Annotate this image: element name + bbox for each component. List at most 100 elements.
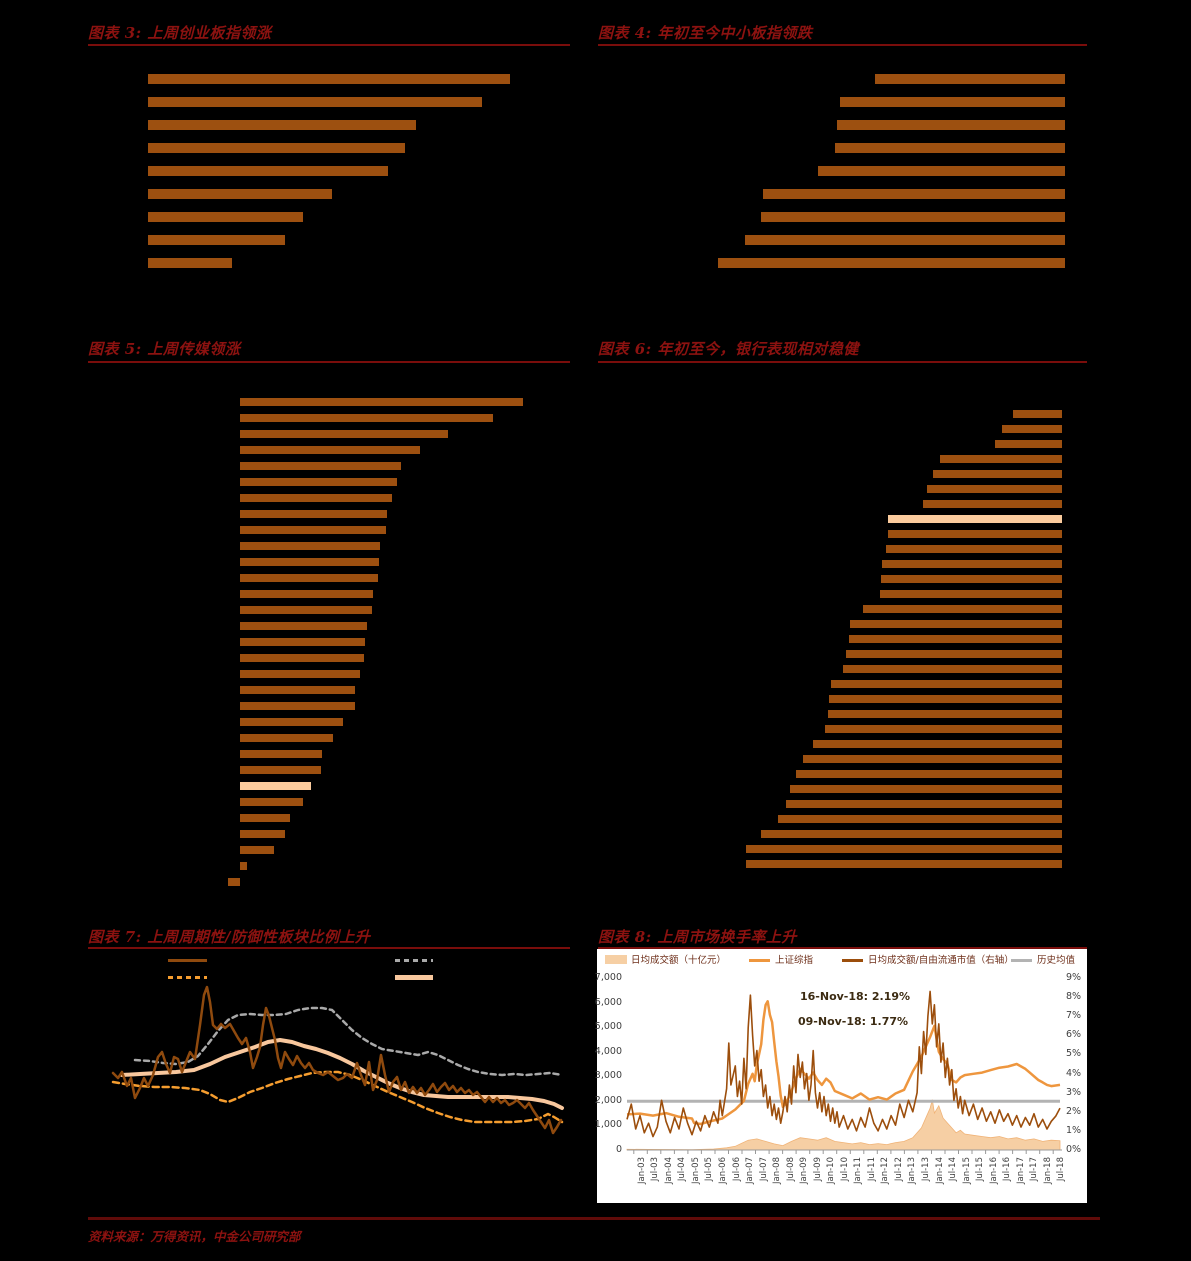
fig8-x-axis-label-Jan-05: Jan-05: [690, 1157, 701, 1184]
fig8-x-axis-label-Jul-18: Jul-18: [1056, 1157, 1067, 1182]
fig8-legend-swatch-2: [842, 959, 863, 962]
fig5-bar-24: [240, 782, 311, 790]
fig7-series-brown-jagged: [111, 985, 563, 1135]
fig8-x-axis-label-Jan-17: Jan-17: [1015, 1157, 1026, 1184]
fig4-bar-7: [745, 235, 1065, 245]
fig5-bar-11: [240, 574, 378, 582]
fig6-bar-5: [927, 485, 1062, 493]
fig7-legend-brown-solid-swatch: [168, 959, 207, 962]
fig6-bar-26: [786, 800, 1062, 808]
fig6-title-rule: [598, 361, 1087, 363]
fig6-bar-15: [849, 635, 1062, 643]
fig8-right-axis-label-6%: 6%: [1066, 1029, 1082, 1040]
fig4-bar-4: [818, 166, 1065, 176]
fig8-right-axis-label-2%: 2%: [1066, 1106, 1082, 1117]
fig8-legend-swatch-3: [1011, 959, 1032, 962]
fig7-series-peach-solid: [120, 1038, 564, 1110]
fig8-x-axis-label-Jul-10: Jul-10: [839, 1157, 850, 1182]
fig7-series-orange-dashed: [111, 1070, 564, 1124]
fig5-bar-7: [240, 510, 387, 518]
fig6-bar-1: [1002, 425, 1062, 433]
fig8-annotation-1: 16-Nov-18: 2.19%: [800, 990, 911, 1003]
fig5-bar-26: [240, 814, 290, 822]
fig3-bar-3: [148, 143, 405, 153]
fig8-annotation-2: 09-Nov-18: 1.77%: [798, 1015, 909, 1028]
fig8-x-axis-label-Jul-16: Jul-16: [1002, 1157, 1013, 1182]
fig5-bar-20: [240, 718, 343, 726]
source-note: 资料来源：万得资讯，中金公司研究部: [88, 1229, 301, 1244]
fig5-bar-17: [240, 670, 360, 678]
fig6-bar-12: [880, 590, 1062, 598]
fig6-bar-22: [813, 740, 1062, 748]
fig8-x-axis-label-Jan-16: Jan-16: [988, 1157, 999, 1184]
fig3-bar-2: [148, 120, 416, 130]
fig8-left-axis-label-2,000: 2,000: [594, 1095, 622, 1106]
fig5-bar-28: [240, 846, 274, 854]
fig6-bar-17: [843, 665, 1062, 673]
fig8-legend-swatch-1: [749, 959, 770, 962]
fig5-bar-30: [228, 878, 240, 886]
fig6-bar-21: [825, 725, 1062, 733]
fig8-right-axis-label-4%: 4%: [1066, 1068, 1082, 1079]
fig5-bar-1: [240, 414, 493, 422]
fig6-bar-30: [746, 860, 1062, 868]
fig6-bar-2: [995, 440, 1062, 448]
fig4-bar-5: [763, 189, 1065, 199]
fig3-bar-1: [148, 97, 482, 107]
fig8-right-axis-label-1%: 1%: [1066, 1125, 1082, 1136]
fig5-bar-21: [240, 734, 333, 742]
fig5-bar-4: [240, 462, 401, 470]
fig4-title-rule: [598, 44, 1087, 46]
fig8-right-axis-label-5%: 5%: [1066, 1048, 1082, 1059]
fig4-bar-8: [718, 258, 1065, 268]
fig6-bar-3: [940, 455, 1062, 463]
fig7-title-rule: [88, 947, 570, 949]
fig8-left-axis-label-4,000: 4,000: [594, 1046, 622, 1057]
fig8-left-axis-label-7,000: 7,000: [594, 972, 622, 983]
fig8-x-axis-label-Jul-04: Jul-04: [677, 1157, 688, 1182]
fig4-bar-2: [837, 120, 1065, 130]
fig6-bar-24: [796, 770, 1062, 778]
fig8-x-axis-label-Jul-17: Jul-17: [1029, 1157, 1040, 1182]
fig8-x-axis-label-Jul-09: Jul-09: [812, 1157, 823, 1182]
fig6-bar-28: [761, 830, 1062, 838]
fig6-bar-20: [828, 710, 1062, 718]
fig8-right-axis-label-3%: 3%: [1066, 1087, 1082, 1098]
fig5-bar-0: [240, 398, 523, 406]
fig5-bar-2: [240, 430, 448, 438]
fig8-left-axis-label-3,000: 3,000: [594, 1070, 622, 1081]
fig8-x-axis-label-Jul-07: Jul-07: [758, 1157, 769, 1182]
fig8-x-axis-label-Jul-05: Jul-05: [704, 1157, 715, 1182]
fig8-right-axis-label-8%: 8%: [1066, 991, 1082, 1002]
fig8-x-axis-label-Jul-06: Jul-06: [731, 1157, 742, 1182]
fig8-left-axis-label-0: 0: [615, 1144, 622, 1155]
fig5-bar-16: [240, 654, 364, 662]
fig5-bar-12: [240, 590, 373, 598]
fig8-legend-label-2: 日均成交额/自由流通市值（右轴）: [868, 955, 1014, 966]
fig3-title-rule: [88, 44, 570, 46]
fig5-bar-19: [240, 702, 355, 710]
fig5-title-rule: [88, 361, 570, 363]
fig4-bar-3: [835, 143, 1065, 153]
fig6-bar-11: [881, 575, 1062, 583]
fig5-bar-23: [240, 766, 321, 774]
fig6-bar-18: [831, 680, 1062, 688]
fig8-x-axis-label-Jan-12: Jan-12: [880, 1157, 891, 1184]
fig6-bar-25: [790, 785, 1062, 793]
fig8-x-axis-label-Jul-08: Jul-08: [785, 1157, 796, 1182]
fig8-x-axis-label-Jan-09: Jan-09: [799, 1157, 810, 1184]
fig8-legend-swatch-0: [605, 955, 627, 964]
fig8-x-axis-label-Jan-14: Jan-14: [934, 1157, 945, 1184]
fig5-bar-5: [240, 478, 397, 486]
fig3-bar-0: [148, 74, 510, 84]
fig5-bar-15: [240, 638, 365, 646]
fig7-legend-gray-dashed-swatch: [395, 959, 433, 962]
fig4-title: 图表 4: 年初至今中小板指领跌: [598, 24, 813, 42]
fig8-right-axis-label-7%: 7%: [1066, 1010, 1082, 1021]
fig3-bar-5: [148, 189, 332, 199]
fig4-bar-6: [761, 212, 1065, 222]
fig5-bar-9: [240, 542, 380, 550]
fig8-x-axis-label-Jan-07: Jan-07: [745, 1157, 755, 1184]
fig3-bar-6: [148, 212, 303, 222]
